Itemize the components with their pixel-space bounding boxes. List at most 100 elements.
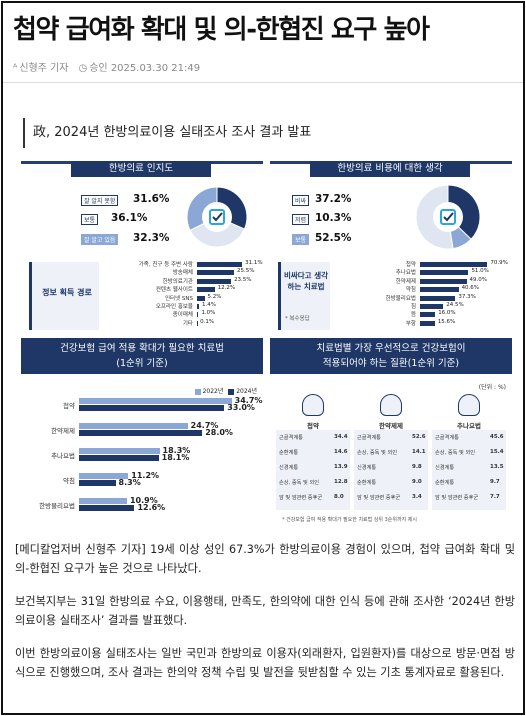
disease-name: 신경계통: [279, 464, 298, 471]
bar-value: 37.3%: [458, 294, 475, 300]
legend-swatch-2022: [195, 389, 201, 395]
disease-value: 15.4: [490, 449, 504, 455]
coverage-row-label: 한방물리요법: [21, 500, 75, 510]
bar-label: 오프라인 홍보물: [107, 302, 193, 310]
bar-2024-value: 12.6%: [137, 503, 165, 512]
disease-name: 순환계통: [357, 479, 376, 486]
coverage-row-label: 추나요법: [21, 450, 75, 460]
bar: [197, 312, 198, 317]
approved-line: ◷ 승인 2025.03.30 21:49: [79, 59, 201, 74]
bar: [197, 270, 234, 275]
cost-item-value: 10.3%: [315, 212, 351, 224]
bar-2024-value: 8.3%: [119, 478, 141, 487]
bar-label: 종이매체: [107, 310, 193, 318]
bar-2024: [79, 430, 202, 436]
diseases-title-line1: 치료법별 가장 우선적으로 건강보험이: [317, 343, 466, 354]
bar-label: 침: [330, 302, 416, 310]
disease-value: 7.7: [490, 494, 500, 500]
awareness-item-value: 31.6%: [133, 193, 169, 205]
bar-2022: [79, 398, 232, 404]
bar-2022: [79, 423, 188, 429]
bar: [197, 287, 215, 292]
disease-value: 52.6: [412, 434, 426, 440]
coverage-title-line1: 건강보험 급여 적용 확대가 필요한 치료법: [60, 343, 224, 354]
header-divider: [3, 82, 525, 83]
infographic-heading: 政, 2024년 한방의료이용 실태조사 조사 결과 발표: [23, 118, 311, 148]
bar: [420, 312, 435, 317]
approved-date: 승인 2025.03.30 21:49: [89, 63, 200, 74]
bar: [420, 321, 435, 326]
bar-value: 16.0%: [438, 310, 455, 316]
disease-name: 근골격계통: [435, 434, 459, 441]
author-name[interactable]: 신형주 기자: [19, 63, 68, 74]
disease-name: 손상, 중독 및 외인: [435, 449, 475, 456]
expensive-label: 비싸다고 생각하는 치료법: [283, 270, 329, 292]
disease-value: 14.6: [334, 449, 348, 455]
disease-value: 45.6: [490, 434, 504, 440]
bar-label: 한방의료기관: [107, 277, 193, 285]
bar-label: 기타: [107, 319, 193, 327]
panel-awareness: 한방의료 인지도 잘 알지 못함 31.6% 보통 36.1% 잘 알고 있음 …: [21, 161, 263, 332]
bar-2022: [79, 448, 160, 454]
bar-value: 24.5%: [446, 302, 463, 308]
clock-icon: ◷: [79, 63, 88, 74]
bar-2024: [79, 505, 134, 511]
cost-item-value: 52.5%: [315, 232, 351, 244]
cost-donut: [415, 184, 481, 250]
cost-item-label: 비싸: [292, 195, 309, 206]
diseases-unit: (단위 : %): [479, 382, 506, 391]
infographic: 政, 2024년 한방의료이용 실태조사 조사 결과 발표 한방의료 인지도 잘…: [18, 108, 512, 528]
bar: [420, 270, 468, 275]
article-meta: ᴬ 신형주 기자 ◷ 승인 2025.03.30 21:49: [13, 59, 200, 74]
panel-coverage: 건강보험 급여 적용 확대가 필요한 치료법 (1순위 기준) 2022년 20…: [21, 338, 263, 528]
bar: [197, 279, 231, 284]
bar-2024: [79, 455, 159, 461]
herb-icon: [380, 394, 402, 416]
bar-2024-value: 18.1%: [162, 453, 190, 462]
disease-value: 9.8: [412, 464, 422, 470]
disease-value: 34.4: [334, 434, 348, 440]
disease-col-name: 한약제제: [354, 420, 428, 430]
bar: [197, 262, 242, 267]
bar: [197, 304, 199, 309]
bar-value: 15.6%: [438, 319, 455, 325]
body-paragraph: 보건복지부는 31일 한방의료 수요, 이용행태, 만족도, 한의약에 대한 인…: [15, 592, 515, 630]
disease-value: 13.9: [334, 464, 348, 470]
panel-diseases-title: 치료법별 가장 우선적으로 건강보험이 적용되어야 하는 질환(1순위 기준): [270, 338, 512, 374]
disease-value: 14.1: [412, 449, 426, 455]
bar-value: 49.0%: [470, 277, 487, 283]
bar-value: 31.1%: [245, 260, 262, 266]
bar: [420, 287, 459, 292]
panel-coverage-title: 건강보험 급여 적용 확대가 필요한 치료법 (1순위 기준): [21, 338, 263, 374]
expensive-note: * 복수응답: [285, 314, 310, 322]
bar-label: 방송매체: [107, 268, 193, 276]
bar-value: 40.6%: [462, 285, 479, 291]
bar-value: 1.4%: [202, 302, 216, 308]
awareness-item-value: 36.1%: [111, 212, 147, 224]
body-paragraph: 이번 한방의료이용 실태조사는 일반 국민과 한방의료 이용자(외래환자, 입원…: [15, 644, 515, 682]
disease-value: 9.0: [412, 479, 422, 485]
bar-label: 부항: [330, 319, 416, 327]
disease-col-name: 추나요법: [432, 420, 506, 430]
article-body: [메디칼업저버 신형주 기자] 19세 이상 성인 67.3%가 한방의료이용 …: [15, 540, 515, 696]
bar-value: 51.0%: [471, 268, 488, 274]
bar: [420, 279, 467, 284]
panel-awareness-title: 한방의료 인지도: [71, 161, 211, 177]
bar-2024: [79, 480, 116, 486]
disease-name: 암 및 암관련 증후군: [357, 494, 400, 501]
disease-name: 순환계통: [279, 449, 298, 456]
bar-2024: [79, 405, 224, 411]
info-source-label: 정보 획득 경로: [40, 287, 94, 298]
panel-cost: 한방의료 비용에 대한 생각 비싸 37.2% 저렴 10.3% 보통 52.5…: [270, 161, 512, 332]
author-line: ᴬ 신형주 기자: [13, 59, 69, 74]
person-icon: ᴬ: [13, 63, 17, 74]
legend-2022: 2022년: [203, 388, 224, 395]
disease-name: 암 및 암관련 증후군: [279, 494, 322, 501]
bar-value: 12.2%: [218, 285, 235, 291]
cost-item-label: 저렴: [292, 214, 309, 225]
disease-name: 근골격계통: [357, 434, 381, 441]
awareness-item-label: 잘 알지 못함: [81, 195, 118, 206]
coverage-title-line2: (1순위 기준): [116, 358, 167, 369]
bar-label: 컨텐츠 웹사이트: [107, 285, 193, 293]
disease-name: 신경계통: [435, 464, 454, 471]
